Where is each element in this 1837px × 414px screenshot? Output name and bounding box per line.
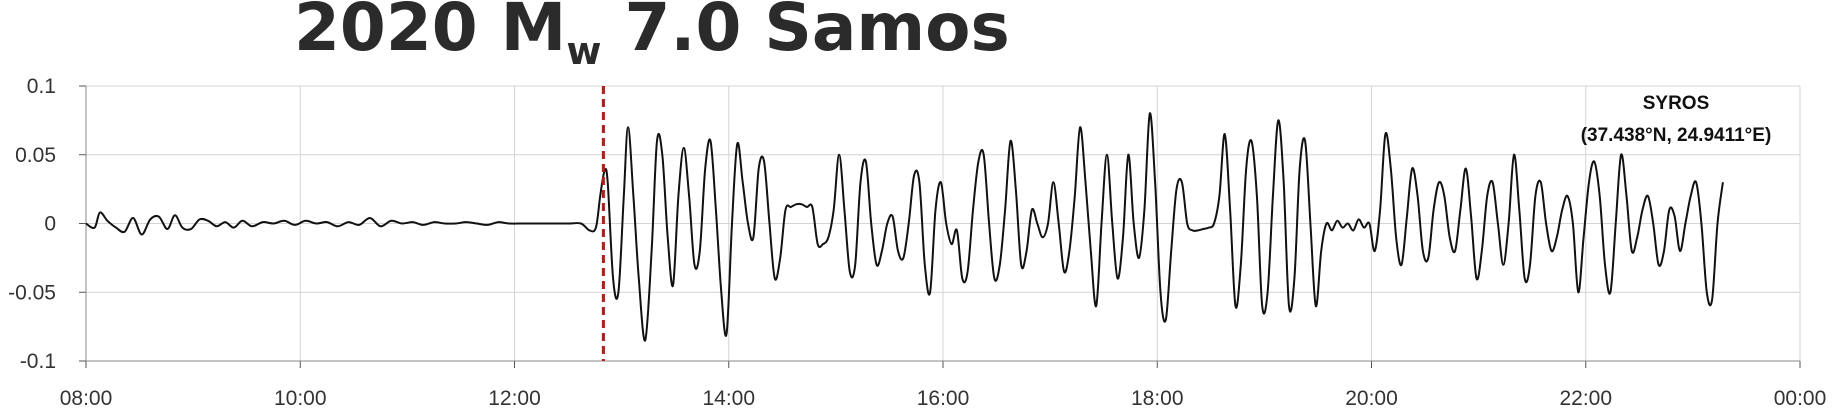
y-axis-ticks: 0.1 0.05 0 -0.05 -0.1 <box>8 75 56 373</box>
x-tick-label: 12:00 <box>488 387 541 410</box>
series-group <box>85 112 1724 342</box>
x-tick-label: 08:00 <box>60 387 113 410</box>
x-tick-label: 10:00 <box>274 387 327 410</box>
x-tick-label: 18:00 <box>1131 387 1184 410</box>
x-tick-label: 14:00 <box>702 387 755 410</box>
x-tick-label: 00:00 <box>1774 387 1827 410</box>
x-tick-label: 20:00 <box>1345 387 1398 410</box>
station-name-label: SYROS <box>1643 93 1710 114</box>
y-tick-label: -0.1 <box>20 350 56 373</box>
x-tick-label: 22:00 <box>1559 387 1612 410</box>
series-line <box>85 112 1724 342</box>
x-axis-ticks: 08:00 10:00 12:00 14:00 16:00 18:00 20:00 22:00… <box>60 387 1827 410</box>
station-coordinates-label: (37.438°N, 24.9411°E) <box>1581 125 1772 146</box>
y-tick-label: -0.05 <box>8 281 56 304</box>
y-tick-label: 0 <box>44 213 56 236</box>
y-tick-label: 0.1 <box>27 75 56 98</box>
chart-title: 2020 Mw 7.0 Samos <box>294 0 1010 73</box>
chart-title-subscript: w <box>566 29 601 73</box>
x-tick-label: 16:00 <box>917 387 970 410</box>
y-tick-label: 0.05 <box>15 144 56 167</box>
chart-title-suffix: 7.0 Samos <box>601 0 1009 66</box>
chart-title-main: 2020 M <box>294 0 566 66</box>
